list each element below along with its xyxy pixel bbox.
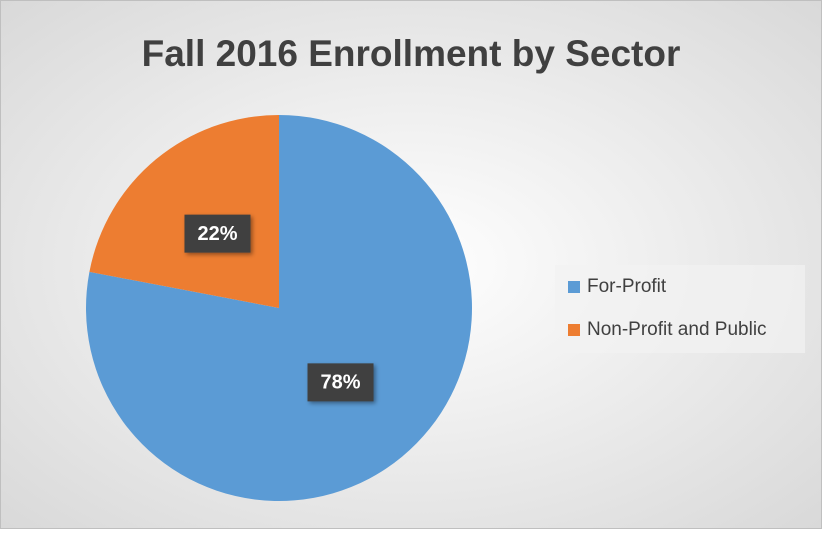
data-label: 22% <box>197 223 237 245</box>
legend-label: For-Profit <box>587 276 667 297</box>
data-label-box <box>307 363 374 402</box>
legend-swatch <box>568 324 580 336</box>
pie-slice <box>86 115 473 502</box>
pie-slice <box>89 115 279 308</box>
data-label-box <box>184 214 251 253</box>
legend-swatch <box>568 281 580 293</box>
data-label: 78% <box>320 372 360 394</box>
chart-title: Fall 2016 Enrollment by Sector <box>142 33 681 74</box>
legend <box>555 265 805 353</box>
legend-label: Non-Profit and Public <box>587 319 767 340</box>
